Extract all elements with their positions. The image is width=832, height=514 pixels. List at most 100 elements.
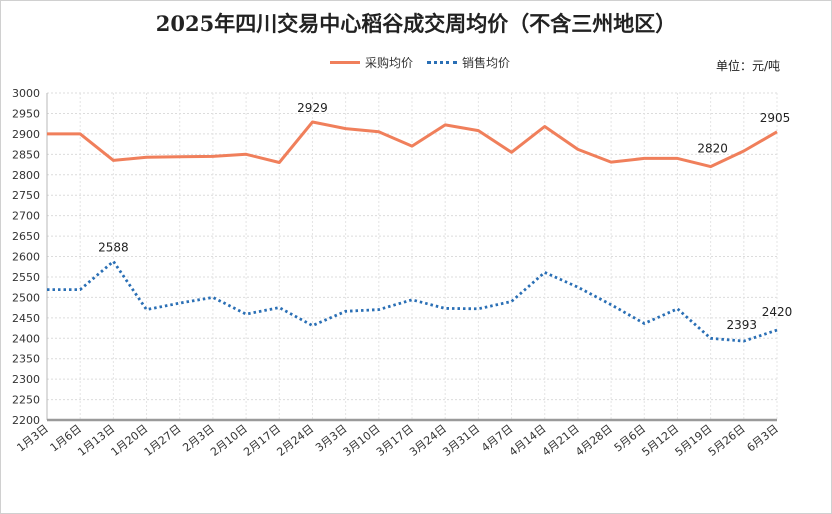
- y-axis: 3000 2950 2900 2850 2800 2750 2700 2650 2600 2550…: [12, 87, 48, 427]
- data-label: 2588: [98, 240, 129, 254]
- point-purchase: [411, 145, 413, 147]
- point-sales: [544, 271, 546, 273]
- legend-item-sales: 销售均价: [427, 54, 510, 71]
- point-sales: [709, 337, 711, 339]
- y-tick-label: 2550: [12, 271, 40, 284]
- legend-swatch-purchase: [330, 60, 360, 64]
- series-line-purchase: [47, 120, 778, 169]
- point-purchase: [510, 151, 512, 153]
- y-tick-label: 2250: [12, 394, 40, 407]
- y-tick-label: 2650: [12, 230, 40, 243]
- point-purchase: [311, 121, 313, 123]
- unit-label: 单位：元/吨: [716, 59, 781, 73]
- y-tick-label: 2400: [12, 332, 40, 345]
- point-purchase: [112, 159, 114, 161]
- point-purchase: [179, 156, 181, 158]
- x-tick-label: 2月17日: [241, 422, 283, 459]
- point-purchase: [610, 161, 612, 163]
- chart-title: 2025年四川交易中心稻谷成交周均价（不含三州地区）: [155, 11, 677, 36]
- point-purchase: [643, 157, 645, 159]
- point-sales: [112, 260, 114, 262]
- x-tick-label: 3月17日: [374, 422, 416, 459]
- point-sales: [311, 324, 313, 326]
- y-tick-label: 2850: [12, 148, 40, 161]
- y-tick-label: 2300: [12, 373, 40, 386]
- y-tick-label: 2800: [12, 169, 40, 182]
- point-purchase: [709, 165, 711, 167]
- legend-item-purchase: 采购均价: [330, 54, 413, 71]
- legend-label-purchase: 采购均价: [365, 55, 414, 70]
- point-purchase: [577, 148, 579, 150]
- y-tick-label: 2600: [12, 251, 40, 264]
- series-group: [46, 120, 778, 343]
- point-sales: [510, 300, 512, 302]
- point-sales: [179, 302, 181, 304]
- point-sales: [743, 340, 745, 342]
- data-labels: 2929 2820 2905 2588 2393 2420: [98, 101, 792, 332]
- point-sales: [577, 286, 579, 288]
- legend-label-sales: 销售均价: [462, 55, 511, 70]
- grid-lines: [46, 92, 778, 421]
- point-purchase: [344, 127, 346, 129]
- data-label: 2905: [760, 111, 791, 125]
- x-tick-label: 2月24日: [274, 422, 316, 459]
- x-tick-label: 1月27日: [142, 422, 184, 459]
- point-purchase: [676, 157, 678, 159]
- point-sales: [444, 307, 446, 309]
- point-purchase: [79, 133, 81, 135]
- y-tick-label: 2750: [12, 189, 40, 202]
- point-sales: [212, 296, 214, 298]
- point-purchase: [477, 129, 479, 131]
- y-tick-label: 2500: [12, 291, 40, 304]
- y-tick-label: 2950: [12, 107, 40, 120]
- point-purchase: [145, 156, 147, 158]
- point-sales: [477, 308, 479, 310]
- data-label: 2420: [762, 305, 793, 319]
- point-sales: [245, 313, 247, 315]
- x-axis: 1月3日1月6日1月13日1月20日1月27日2月3日2月10日2月17日2月2…: [14, 418, 781, 459]
- x-tick-label: 2月10日: [208, 422, 250, 459]
- point-purchase: [278, 161, 280, 163]
- x-tick-label: 4月21日: [540, 422, 582, 459]
- point-purchase: [444, 124, 446, 126]
- x-tick-label: 1月20日: [109, 422, 151, 459]
- point-sales: [145, 308, 147, 310]
- point-purchase: [544, 125, 546, 127]
- data-label: 2929: [297, 101, 328, 115]
- y-tick-label: 2900: [12, 128, 40, 141]
- point-purchase: [245, 153, 247, 155]
- point-sales: [378, 308, 380, 310]
- x-tick-label: 1月13日: [75, 422, 117, 459]
- x-tick-label: 3月10日: [341, 422, 383, 459]
- point-sales: [46, 288, 48, 290]
- point-sales: [776, 329, 778, 331]
- x-tick-label: 3月24日: [407, 422, 449, 459]
- y-tick-label: 2200: [12, 414, 40, 427]
- data-label: 2393: [727, 318, 758, 332]
- y-tick-label: 3000: [12, 87, 40, 100]
- point-sales: [411, 299, 413, 301]
- point-sales: [610, 304, 612, 306]
- x-tick-label: 6月3日: [744, 422, 780, 454]
- point-purchase: [46, 133, 48, 135]
- point-sales: [344, 310, 346, 312]
- point-sales: [676, 308, 678, 310]
- x-tick-label: 5月26日: [706, 422, 748, 459]
- point-purchase: [378, 131, 380, 133]
- point-sales: [79, 288, 81, 290]
- point-purchase: [212, 155, 214, 157]
- point-purchase: [743, 150, 745, 152]
- legend-swatch-sales: [427, 60, 458, 64]
- x-tick-label: 5月19日: [673, 422, 715, 459]
- point-sales: [278, 306, 280, 308]
- data-label: 2820: [697, 142, 728, 156]
- point-sales: [643, 322, 645, 324]
- chart-legend: 采购均价 销售均价: [330, 53, 524, 71]
- x-tick-label: 4月28日: [573, 422, 615, 459]
- x-tick-label: 5月12日: [639, 422, 681, 459]
- y-tick-label: 2700: [12, 210, 40, 223]
- point-purchase: [776, 131, 778, 133]
- y-tick-label: 2450: [12, 312, 40, 325]
- x-tick-label: 4月14日: [507, 422, 549, 459]
